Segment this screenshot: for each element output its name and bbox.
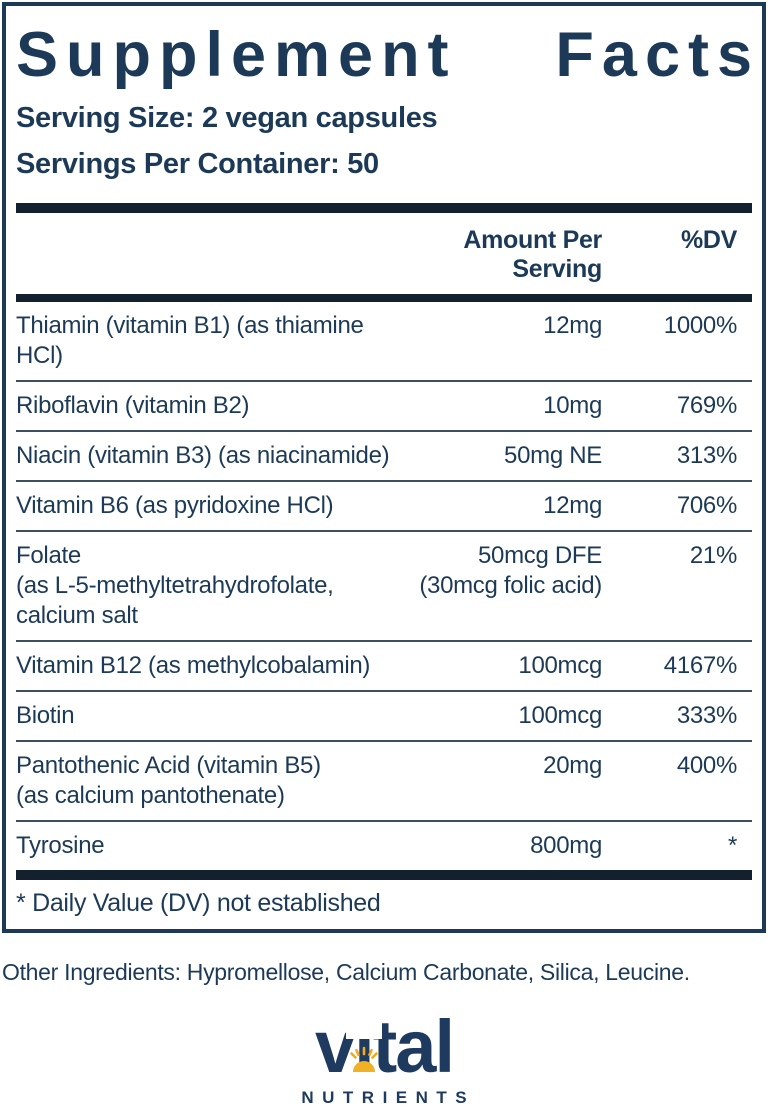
nutrient-row: Thiamin (vitamin B1) (as thiamine HCl) 12…: [16, 302, 752, 380]
nutrient-row: Biotin 100mcg 333%: [16, 690, 752, 740]
nutrient-row: Riboflavin (vitamin B2) 10mg 769%: [16, 380, 752, 430]
nutrient-amount: 10mg: [543, 392, 602, 419]
panel-title: Supplement Facts: [16, 24, 752, 87]
servings-per-container: Servings Per Container: 50: [16, 148, 379, 180]
nutrient-dv: 400%: [676, 752, 737, 779]
nutrient-amount: 800mg: [530, 832, 602, 859]
nutrient-name: Vitamin B6 (as pyridoxine HCl): [16, 492, 334, 519]
nutrient-dv: 333%: [676, 702, 737, 729]
nutrient-dv: *: [727, 832, 737, 859]
nutrient-amount: 50mcg DFE (30mcg folic acid): [419, 542, 602, 599]
header-amount-per-serving: Amount Per Serving: [463, 226, 602, 283]
header-percent-dv: %DV: [680, 226, 737, 254]
nutrient-row: Vitamin B6 (as pyridoxine HCl) 12mg 706%: [16, 480, 752, 530]
nutrient-dv: 21%: [689, 542, 737, 569]
nutrient-row: Pantothenic Acid (vitamin B5) (as calcium…: [16, 740, 752, 820]
nutrient-row: Folate (as L-5-methyltetrahydrofolate, cal…: [16, 530, 752, 640]
nutrient-amount: 50mg NE: [504, 442, 602, 469]
nutrient-name: Niacin (vitamin B3) (as niacinamide): [16, 442, 390, 469]
nutrient-dv: 706%: [676, 492, 737, 519]
divider-bar-footnote: [16, 870, 752, 880]
nutrient-name: Thiamin (vitamin B1) (as thiamine HCl): [16, 312, 364, 369]
sun-icon: [345, 1012, 382, 1072]
nutrient-row: Tyrosine 800mg *: [16, 820, 752, 870]
nutrient-name: Biotin: [16, 702, 75, 729]
panel-title-word-2: Facts: [555, 20, 760, 90]
daily-value-footnote: * Daily Value (DV) not established: [16, 889, 381, 917]
nutrient-dv: 1000%: [663, 312, 738, 339]
nutrient-amount: 20mg: [543, 752, 602, 779]
logo-wordmark: vital: [314, 1005, 455, 1088]
nutrient-amount: 12mg: [543, 492, 602, 519]
nutrient-amount: 100mcg: [518, 652, 602, 679]
other-ingredients: Other Ingredients: Hypromellose, Calcium…: [2, 959, 690, 985]
divider-bar-top: [16, 203, 752, 213]
divider-bar-under-header: [16, 294, 752, 302]
nutrient-amount: 100mcg: [518, 702, 602, 729]
nutrient-name: Pantothenic Acid (vitamin B5) (as calcium…: [16, 752, 321, 809]
nutrient-name: Vitamin B12 (as methylcobalamin): [16, 652, 371, 679]
nutrient-name: Riboflavin (vitamin B2): [16, 392, 250, 419]
nutrient-name: Tyrosine: [16, 832, 105, 859]
nutrient-dv: 769%: [676, 392, 737, 419]
table-header-row: Amount Per Serving %DV: [16, 213, 752, 294]
nutrient-row: Vitamin B12 (as methylcobalamin) 100mcg 41…: [16, 640, 752, 690]
panel-title-word-1: Supplement: [16, 20, 457, 90]
nutrient-amount: 12mg: [543, 312, 602, 339]
nutrient-row: Niacin (vitamin B3) (as niacinamide) 50mg…: [16, 430, 752, 480]
nutrient-rows: Thiamin (vitamin B1) (as thiamine HCl) 12…: [14, 302, 754, 870]
nutrient-dv: 313%: [676, 442, 737, 469]
serving-size: Serving Size: 2 vegan capsules: [16, 102, 438, 134]
brand-logo: vital NUTRIENTS: [0, 1005, 768, 1107]
supplement-facts-panel: Supplement Facts Serving Size: 2 vegan c…: [2, 2, 766, 933]
nutrient-dv: 4167%: [663, 652, 738, 679]
nutrient-name: Folate (as L-5-methyltetrahydrofolate, cal…: [16, 542, 334, 629]
logo-subtext: NUTRIENTS: [301, 1088, 476, 1107]
